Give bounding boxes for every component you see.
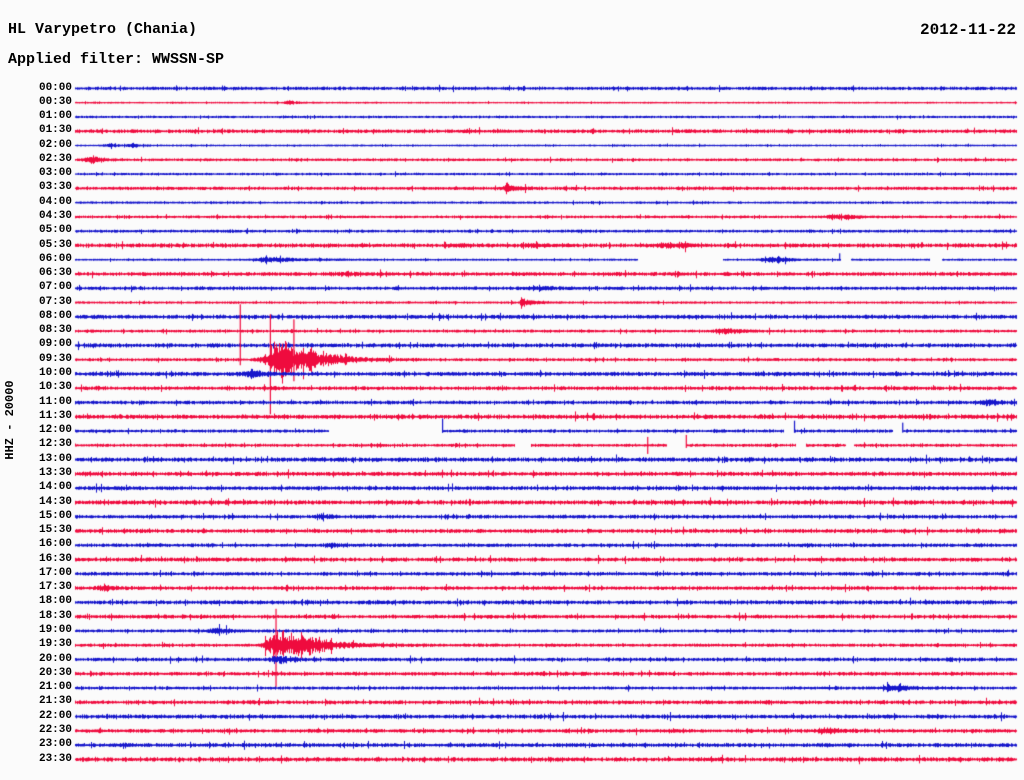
seismogram-traces <box>0 0 1024 780</box>
helicorder-page: HL Varypetro (Chania) 2012-11-22 Applied… <box>0 0 1024 780</box>
